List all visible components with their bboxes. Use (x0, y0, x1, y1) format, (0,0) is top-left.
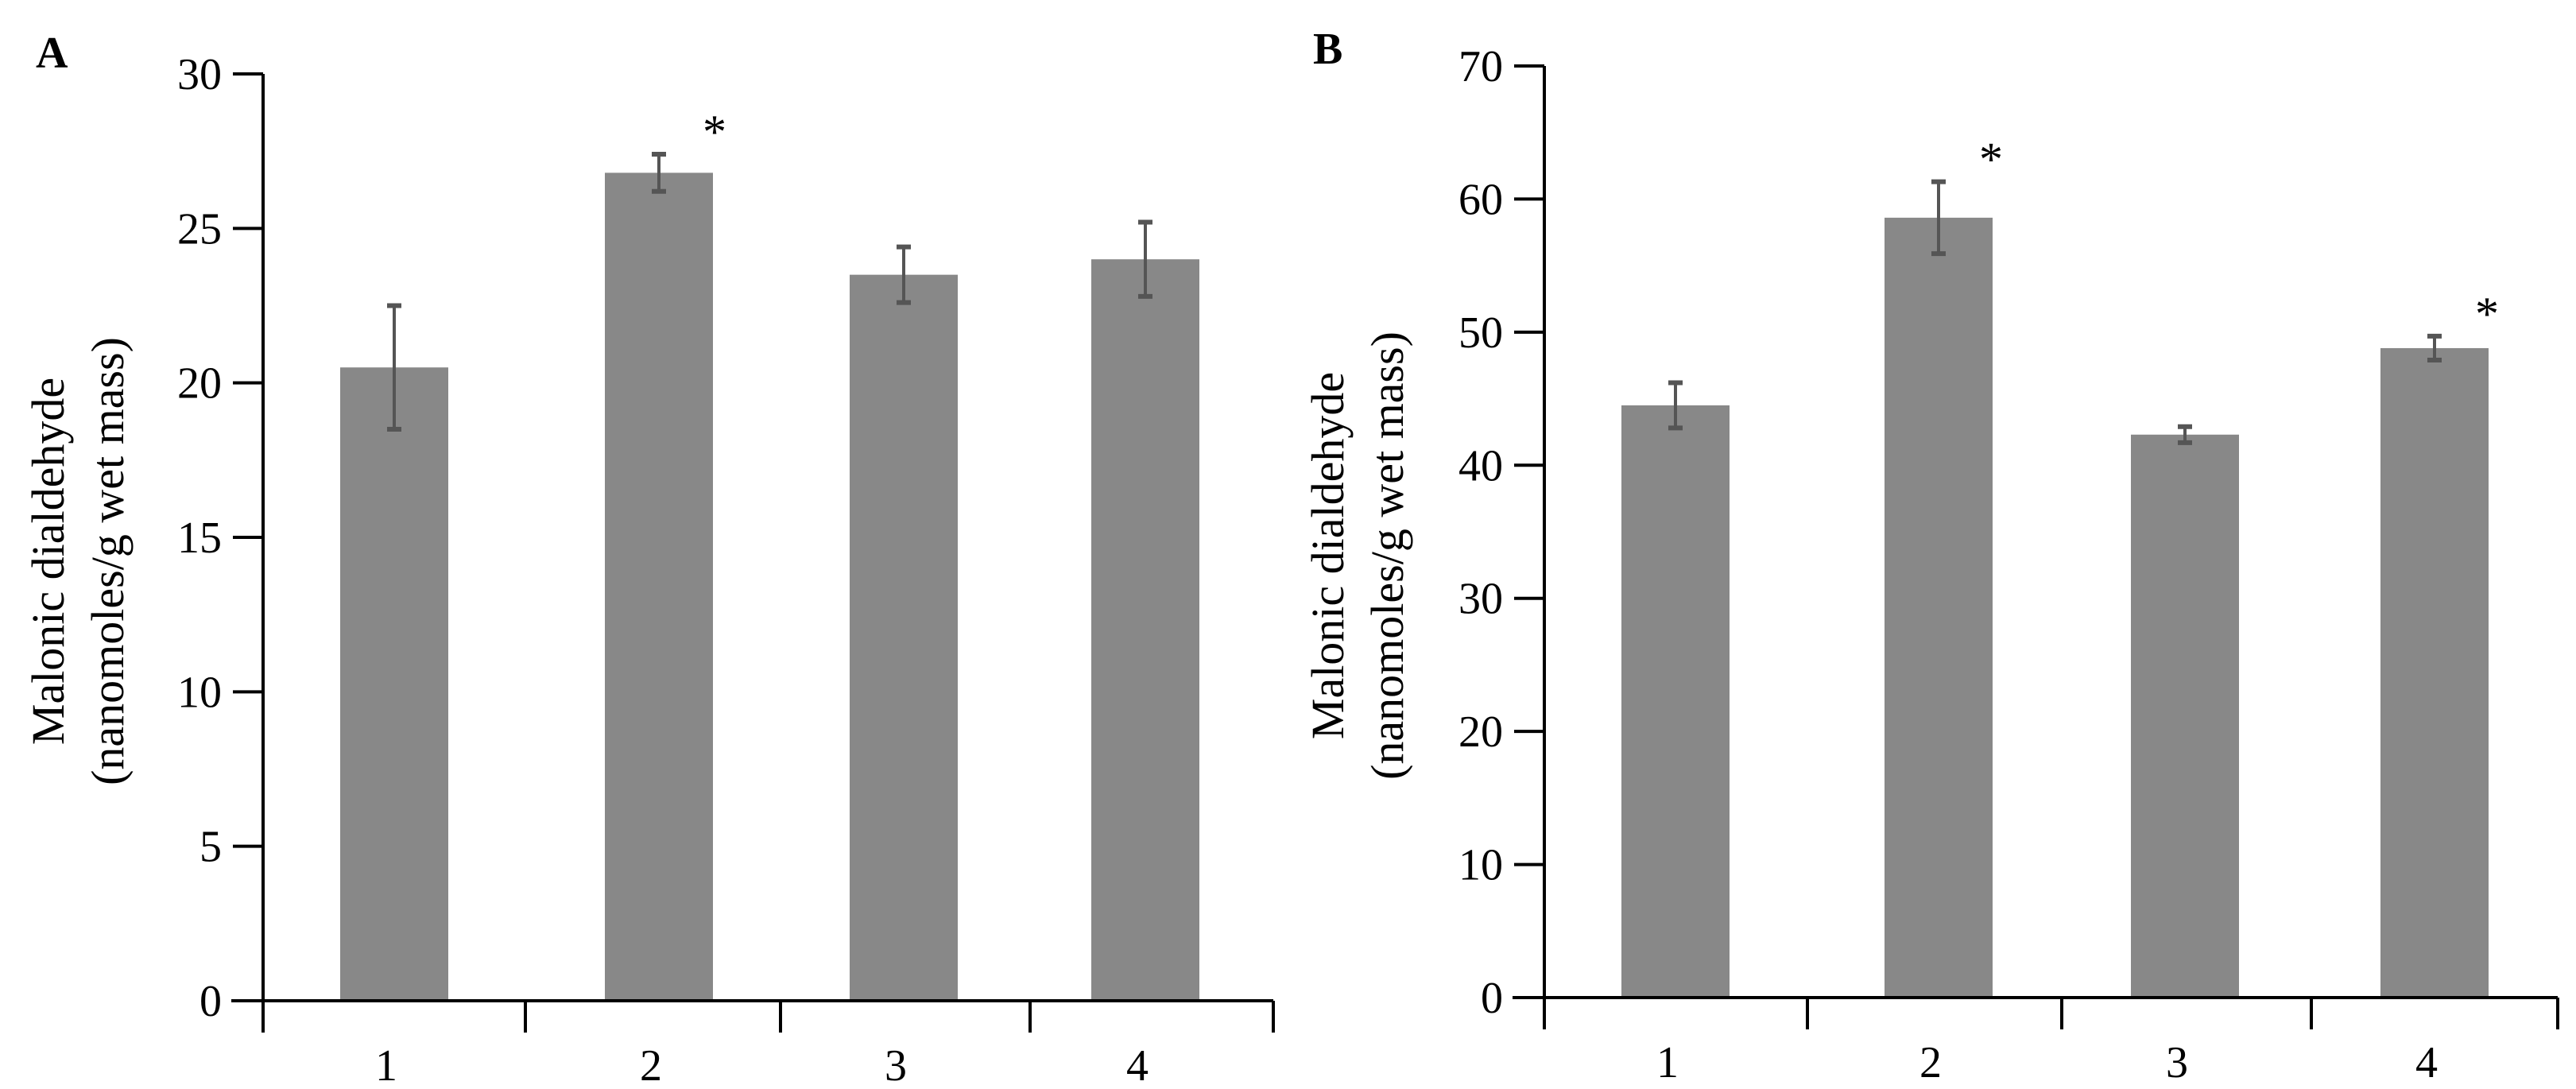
bar (1091, 259, 1199, 1001)
panel-label: A (36, 29, 68, 78)
x-tick-label: 3 (2166, 1038, 2188, 1087)
bar (850, 274, 958, 1002)
y-tick-label: 20 (1458, 707, 1503, 757)
y-tick-label: 0 (1481, 974, 1503, 1023)
y-tick-label: 30 (1458, 575, 1503, 624)
y-tick-label: 5 (199, 823, 222, 872)
error-bar (2427, 333, 2442, 363)
y-tick-label: 10 (1458, 841, 1503, 890)
y-axis-title: (nanomoles/g wet mass) (82, 337, 134, 785)
panel-b: B Malonic dialdehyde (nanomoles/g wet mass… (1302, 25, 2559, 1087)
axes (231, 74, 1275, 1033)
error-bar (652, 152, 666, 194)
y-tick-label: 30 (177, 50, 222, 99)
bar (605, 172, 713, 1002)
y-tick-label: 25 (177, 204, 222, 254)
y-tick-label: 70 (1458, 42, 1503, 91)
y-axis-title: Malonic dialdehyde (1302, 372, 1354, 739)
x-tick-label: 1 (1656, 1038, 1679, 1087)
error-bar (387, 303, 401, 432)
y-tick-label: 40 (1458, 441, 1503, 490)
bar (1621, 405, 1730, 998)
x-tick-label: 1 (375, 1041, 397, 1089)
x-tick-label: 2 (640, 1041, 662, 1089)
error-bar (1931, 179, 1946, 257)
x-tick-label: 4 (2415, 1038, 2438, 1087)
x-tick-label: 2 (1919, 1038, 1942, 1087)
axes (1513, 66, 2559, 1029)
error-bar (2178, 424, 2192, 445)
y-axis-title: Malonic dialdehyde (22, 378, 74, 745)
y-tick-label: 60 (1458, 175, 1503, 224)
y-axis-title: (nanomoles/g wet mass) (1362, 331, 1413, 780)
bar (2380, 347, 2489, 998)
error-bar (897, 244, 911, 305)
bar (340, 367, 448, 1001)
y-tick-label: 50 (1458, 308, 1503, 358)
x-tick-label: 3 (885, 1041, 907, 1089)
significance-star: * (703, 106, 726, 158)
significance-star: * (2475, 288, 2499, 340)
y-tick-label: 10 (177, 668, 222, 717)
x-tick-label: 4 (1126, 1041, 1149, 1089)
y-tick-label: 0 (199, 977, 222, 1026)
y-tick-label: 15 (177, 513, 222, 563)
bar (1885, 217, 1993, 998)
bar (2131, 434, 2239, 998)
significance-star: * (1979, 134, 2003, 186)
panel-a: A Malonic dialdehyde (nanomoles/g wet mass… (22, 29, 1275, 1089)
y-tick-label: 20 (177, 359, 222, 409)
error-bar (1138, 219, 1152, 299)
panel-label: B (1313, 25, 1342, 74)
error-bar (1668, 380, 1683, 431)
